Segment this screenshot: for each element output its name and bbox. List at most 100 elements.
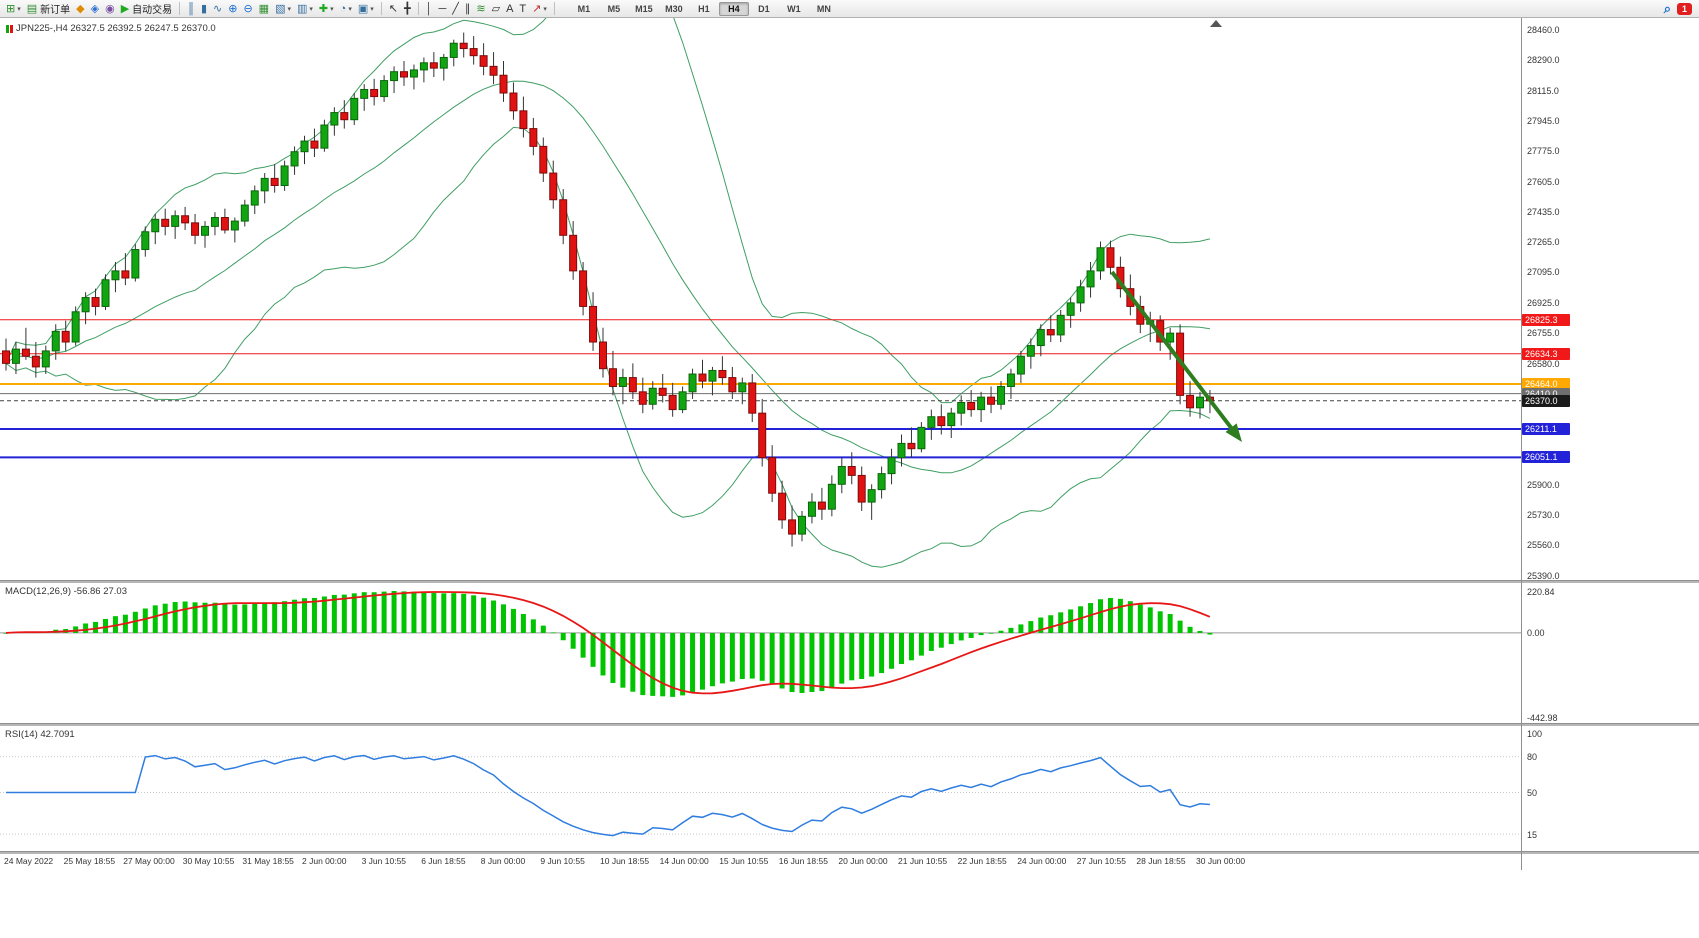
price-tick-label: 27095.0: [1527, 267, 1560, 278]
candle-body: [509, 92, 518, 112]
candle-body: [708, 369, 717, 382]
macd-rsi-divider[interactable]: [0, 723, 1699, 726]
macd-histogram-bar: [1147, 607, 1153, 633]
chart-icon: [6, 24, 13, 33]
channel-button[interactable]: ∥: [462, 1, 474, 17]
label-button[interactable]: T: [516, 1, 529, 17]
dropdown-arrow-icon[interactable]: ▾: [543, 5, 547, 13]
candle-body: [837, 466, 846, 485]
macd-histogram-bar: [1058, 612, 1064, 633]
autotrading-button[interactable]: ▶ 自动交易: [118, 1, 175, 17]
dropdown-arrow-icon[interactable]: ▾: [370, 5, 374, 13]
dropdown-arrow-icon[interactable]: ▾: [287, 5, 291, 13]
candle-body: [1076, 286, 1085, 304]
timeframe-m5-button[interactable]: M5: [607, 3, 621, 14]
timeframe-d1-button[interactable]: D1: [758, 3, 770, 14]
new-chart-button[interactable]: ⊞ ▾: [3, 1, 24, 17]
dropdown-arrow-icon[interactable]: ▾: [17, 5, 21, 13]
date-tick-label: 27 Jun 10:55: [1076, 856, 1126, 866]
macd-histogram-bar: [610, 632, 616, 683]
periods-button[interactable]: ◔ ▾: [337, 1, 355, 17]
macd-histogram-bar: [212, 602, 218, 633]
shapes-button[interactable]: ▱: [489, 1, 503, 17]
candle-body: [161, 218, 170, 227]
chart-canvas[interactable]: [0, 18, 1521, 870]
macd-histogram-bar: [481, 597, 487, 633]
dropdown-arrow-icon[interactable]: ▾: [309, 5, 313, 13]
trend-arrow-head[interactable]: [1225, 423, 1243, 442]
macd-histogram-bar: [421, 591, 427, 633]
new-order-icon: ▤: [26, 2, 38, 15]
alerts-button[interactable]: ◉: [102, 1, 118, 17]
price-tick-label: 27605.0: [1527, 176, 1560, 187]
bar-chart-button[interactable]: ║: [184, 1, 198, 17]
dropdown-arrow-icon[interactable]: ▾: [348, 5, 352, 13]
candle-body: [101, 279, 110, 307]
timeframe-h1-button[interactable]: H1: [698, 3, 710, 14]
auto-arrange-button[interactable]: ▧ ▾: [272, 1, 294, 17]
candle-body: [678, 391, 687, 411]
search-icon[interactable]: ⌕: [1663, 0, 1671, 16]
fibonacci-button[interactable]: ≋: [473, 1, 488, 17]
timeframe-h4-button[interactable]: H4: [718, 1, 749, 16]
macd-histogram-bar: [112, 616, 118, 633]
zoom-in-button[interactable]: ⊕: [225, 1, 240, 17]
chart-shift-marker[interactable]: [1210, 20, 1222, 27]
vertical-line-icon: │: [425, 2, 433, 15]
zoom-in-icon: ⊕: [228, 2, 238, 15]
arrows-button[interactable]: ↗ ▾: [529, 1, 550, 17]
macd-histogram-bar: [252, 603, 258, 633]
timeframe-mn-button[interactable]: MN: [816, 3, 831, 14]
candle-body: [131, 249, 140, 279]
macd-histogram-bar: [998, 630, 1004, 633]
bollinger-middle-band: [5, 80, 1210, 474]
candle-body: [310, 140, 319, 149]
price-level-chip: 26634.3: [1522, 347, 1570, 360]
macd-histogram-bar: [1028, 621, 1034, 633]
arrow-objects-icon: ↗: [532, 2, 542, 15]
macd-histogram-bar: [709, 632, 715, 687]
cursor-button[interactable]: ↖: [386, 1, 401, 17]
date-tick-label: 28 Jun 18:55: [1136, 856, 1186, 866]
candle-body: [320, 124, 329, 149]
bid-price-chip: 26370.0: [1522, 394, 1570, 407]
candle-body: [1036, 329, 1045, 347]
price-tick-label: 28460.0: [1527, 24, 1560, 35]
macd-histogram-bar: [948, 632, 954, 645]
candle-body: [220, 217, 229, 231]
dropdown-arrow-icon[interactable]: ▾: [330, 5, 334, 13]
main-macd-divider[interactable]: [0, 580, 1699, 583]
line-chart-button[interactable]: ∿: [210, 1, 225, 17]
macd-histogram-bar: [351, 593, 357, 633]
toolbar-separator: [179, 2, 181, 15]
macd-histogram-bar: [550, 632, 556, 634]
timeframe-m15-button[interactable]: M15: [635, 3, 653, 14]
text-label-icon: T: [519, 2, 527, 15]
vertical-line-button[interactable]: │: [423, 1, 436, 17]
timeframe-m1-button[interactable]: M1: [577, 3, 591, 14]
price-tick-label: 25900.0: [1527, 479, 1560, 490]
macd-histogram-bar: [839, 632, 845, 684]
market-button[interactable]: ◆: [73, 1, 87, 17]
codebase-button[interactable]: ◈: [88, 1, 102, 17]
new-order-button[interactable]: ▤ 新订单: [24, 1, 73, 17]
trendline-button[interactable]: ╱: [449, 1, 462, 17]
trend-arrow-line[interactable]: [1110, 270, 1238, 436]
tile-windows-button[interactable]: ▦: [256, 1, 272, 17]
macd-histogram-bar: [222, 603, 228, 633]
templates-button[interactable]: ▣ ▾: [355, 1, 377, 17]
candle-body: [569, 234, 578, 272]
candle-body: [599, 341, 607, 370]
candlestick-button[interactable]: ▮: [198, 1, 210, 17]
candle-body: [280, 165, 289, 187]
alerts-icon: ◉: [105, 2, 115, 15]
chart-shift-button[interactable]: ▥ ▾: [294, 1, 316, 17]
horizontal-line-button[interactable]: ─: [435, 1, 449, 17]
timeframe-m30-button[interactable]: M30: [665, 3, 683, 14]
notification-badge[interactable]: 1: [1676, 2, 1692, 15]
indicators-button[interactable]: ✚ ▾: [316, 1, 337, 17]
timeframe-w1-button[interactable]: W1: [787, 3, 801, 14]
text-button[interactable]: A: [503, 1, 516, 17]
crosshair-button[interactable]: ╋: [401, 1, 414, 17]
zoom-out-button[interactable]: ⊖: [240, 1, 255, 17]
